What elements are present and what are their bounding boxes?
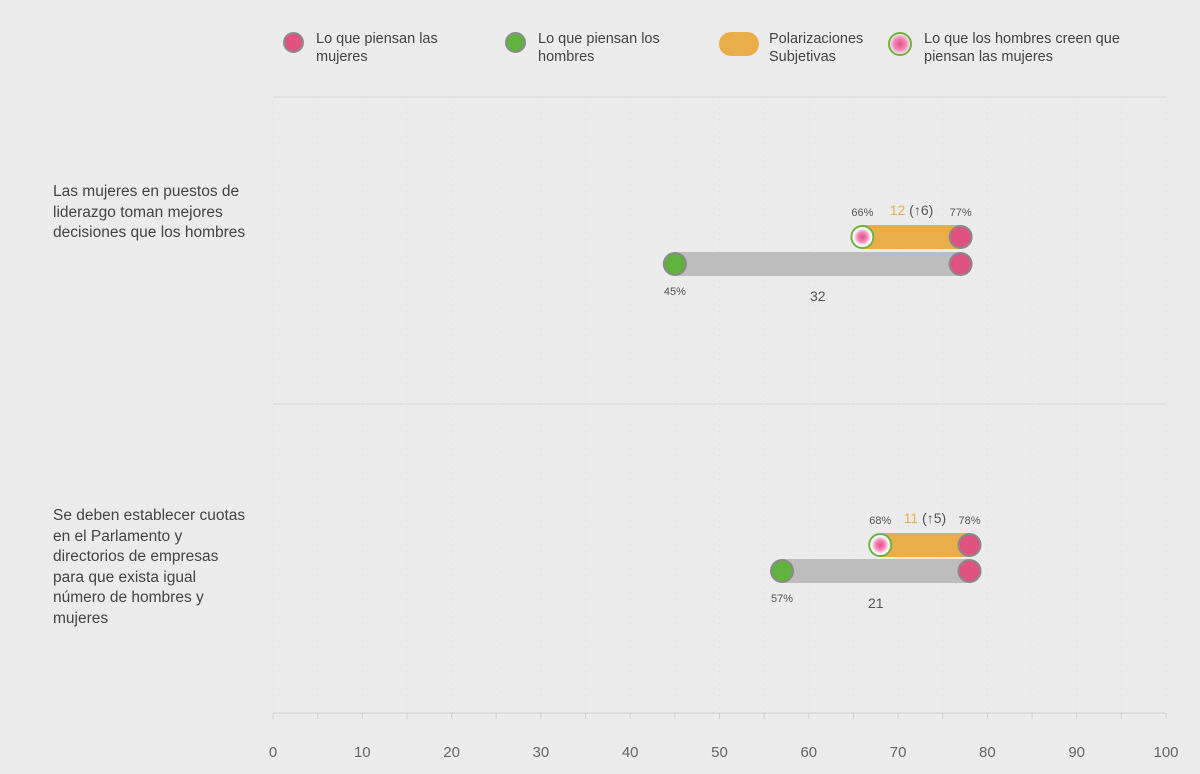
x-axis: 0 10 20 30 40 50 60 70 80 90 100 <box>269 712 1179 761</box>
women-point <box>948 225 973 249</box>
x-tick-label: 70 <box>890 744 907 761</box>
x-tick-label: 30 <box>533 744 550 761</box>
legend: Lo que piensan las mujeres Lo que piensa… <box>0 30 1200 80</box>
x-tick-label: 20 <box>443 744 460 761</box>
legend-item-men: Lo que piensan los hombres <box>505 30 688 66</box>
women-value-label: 78% <box>959 515 981 527</box>
x-tick-label: 40 <box>622 744 639 761</box>
x-tick-label: 100 <box>1153 744 1178 761</box>
men-believe-value-label: 68% <box>869 515 891 527</box>
men-point <box>662 252 687 276</box>
gap-bar <box>674 252 961 276</box>
legend-item-women: Lo que piensan las mujeres <box>283 30 466 66</box>
polarization-bar <box>862 225 961 249</box>
x-tick-label: 0 <box>269 744 277 761</box>
men-believe-value-label: 66% <box>851 207 873 219</box>
men-value-label: 57% <box>771 593 793 605</box>
men-believe-point <box>868 533 893 557</box>
polarization-bar <box>880 533 970 557</box>
women-swatch-icon <box>283 32 304 53</box>
women-value-label: 77% <box>950 207 972 219</box>
row-label-quotas: Se deben establecer cuotas en el Parlame… <box>53 507 246 627</box>
legend-label-men-believe: Lo que los hombres creen que piensan las… <box>924 31 1120 65</box>
x-tick-label: 10 <box>354 744 371 761</box>
chart-marks: 66% 77% 45% 12 (↑6) 32 68% 78% 57% 11 (↑5) 21 <box>662 202 982 611</box>
polarization-change: (↑6) <box>909 202 933 218</box>
x-tick-label: 60 <box>800 744 817 761</box>
women-point <box>957 559 982 583</box>
polarization-number: 11 <box>904 510 922 526</box>
men-swatch-icon <box>505 32 526 53</box>
gap-value-label: 32 <box>810 288 826 304</box>
legend-item-polarization: Polarizaciones Subjetivas <box>719 30 879 66</box>
women-point <box>948 252 973 276</box>
row-label-leadership: Las mujeres en puestos de liderazgo toma… <box>53 183 246 241</box>
x-tick-label: 50 <box>711 744 728 761</box>
men-believe-point <box>850 225 875 249</box>
men-believe-swatch-icon <box>888 32 912 56</box>
x-tick-label: 80 <box>979 744 996 761</box>
legend-label-women: Lo que piensan las mujeres <box>316 31 438 65</box>
men-value-label: 45% <box>664 286 686 298</box>
polarization-change: (↑5) <box>922 510 946 526</box>
polarization-number: 12 <box>890 202 909 218</box>
men-point <box>770 559 795 583</box>
polarization-value-label: 12 (↑6) <box>890 202 934 218</box>
women-point <box>957 533 982 557</box>
legend-item-men-believe: Lo que los hombres creen que piensan las… <box>888 30 1164 66</box>
gap-bar <box>782 559 970 583</box>
legend-label-polarization: Polarizaciones Subjetivas <box>769 31 864 65</box>
polarization-swatch-icon <box>719 32 759 56</box>
grid <box>272 96 1167 709</box>
legend-label-men: Lo que piensan los hombres <box>538 31 660 65</box>
polarization-value-label: 11 (↑5) <box>904 510 947 526</box>
x-tick-label: 90 <box>1068 744 1085 761</box>
gap-value-label: 21 <box>868 595 884 611</box>
